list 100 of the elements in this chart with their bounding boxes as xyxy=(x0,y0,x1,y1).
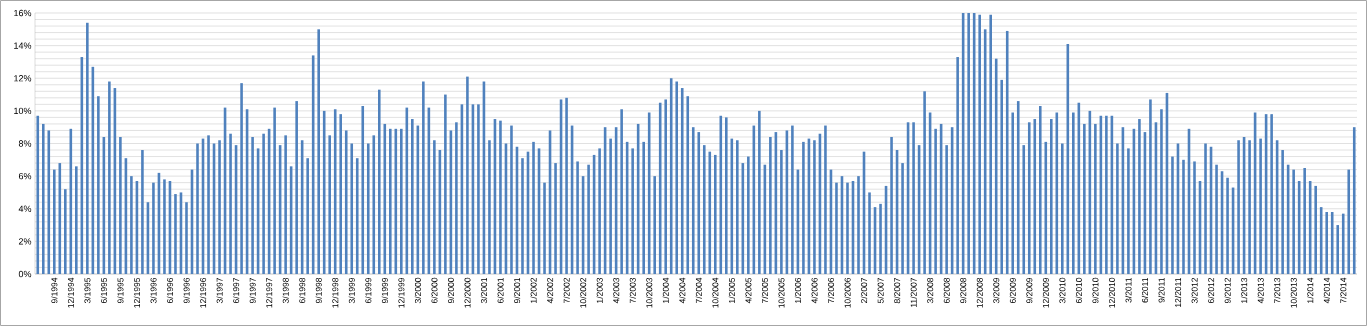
x-tick-label: 7/2005 xyxy=(761,277,768,304)
x-tick-label: 8/2007 xyxy=(893,277,901,304)
bar xyxy=(675,81,679,274)
bar xyxy=(532,141,535,274)
bar xyxy=(196,143,199,274)
bar xyxy=(411,119,414,274)
x-tick-label: 1/2004 xyxy=(662,277,669,303)
bar xyxy=(879,203,882,274)
x-tick-label: 3/2011 xyxy=(1125,277,1132,303)
bar xyxy=(1016,101,1020,274)
bar xyxy=(273,107,276,274)
bar xyxy=(713,154,717,274)
x-tick-label: 10/2013 xyxy=(1290,277,1297,308)
x-tick-label: 9/1995 xyxy=(117,277,124,304)
bar xyxy=(791,125,794,274)
bar xyxy=(1281,150,1284,274)
bar xyxy=(240,83,243,274)
x-tick-label: 6/2000 xyxy=(431,277,438,304)
bar xyxy=(47,130,51,274)
bar xyxy=(758,110,761,274)
bar xyxy=(736,140,739,274)
x-tick-label: 3/1998 xyxy=(282,277,289,304)
bar xyxy=(1182,159,1185,274)
bar xyxy=(1138,119,1141,274)
x-tick-label: 4/2013 xyxy=(1257,277,1264,304)
bar xyxy=(1292,169,1295,274)
y-tick-label: 8% xyxy=(18,140,32,147)
bar xyxy=(355,158,359,274)
x-tick-label: 3/1995 xyxy=(84,277,91,304)
bar xyxy=(466,76,469,274)
bar xyxy=(554,163,557,274)
bar xyxy=(945,145,948,274)
x-tick-label: 6/2008 xyxy=(943,277,950,304)
x-tick-label: 7/2004 xyxy=(695,277,702,304)
x-tick-label: 4/2004 xyxy=(679,277,686,304)
x-tick-label: 9/1998 xyxy=(315,277,322,304)
bar xyxy=(141,150,144,274)
bar xyxy=(868,192,871,274)
bar xyxy=(36,115,40,274)
bar xyxy=(609,138,612,274)
bar xyxy=(956,57,959,274)
x-tick-label: 9/2011 xyxy=(1158,277,1165,303)
bar xyxy=(1341,213,1345,274)
bar xyxy=(52,169,56,274)
bar xyxy=(477,104,480,274)
x-tick-label: 6/2010 xyxy=(1075,277,1082,304)
y-tick-label: 2% xyxy=(18,238,32,245)
x-tick-label: 1/2002 xyxy=(530,277,537,303)
bar xyxy=(1259,138,1262,274)
x-tick-label: 9/1999 xyxy=(381,277,388,304)
x-tick-label: 1/2005 xyxy=(728,277,735,303)
bar xyxy=(1226,177,1229,274)
bar xyxy=(1303,167,1306,274)
bar xyxy=(989,14,992,274)
bar xyxy=(361,105,365,274)
bar xyxy=(75,166,78,274)
x-tick-label: 3/1997 xyxy=(216,277,223,304)
bar xyxy=(994,58,998,274)
bar xyxy=(444,94,447,274)
bar xyxy=(433,140,436,274)
x-tick-label: 3/2009 xyxy=(993,277,1000,304)
bar xyxy=(1171,156,1174,274)
x-tick-label: 3/2010 xyxy=(1059,277,1066,304)
x-tick-label: 12/2000 xyxy=(464,277,471,308)
bar xyxy=(455,122,458,274)
x-tick-label: 6/2009 xyxy=(1009,277,1016,304)
x-tick-label: 12/2009 xyxy=(1042,277,1049,308)
bar xyxy=(708,151,712,274)
bar xyxy=(846,182,849,274)
bar xyxy=(642,141,645,274)
bar xyxy=(587,164,590,274)
bar xyxy=(1000,79,1004,274)
bar xyxy=(1352,127,1356,274)
x-tick-label: 6/2001 xyxy=(497,277,504,304)
y-tick-label: 6% xyxy=(18,172,32,180)
bar xyxy=(890,136,893,274)
bar xyxy=(1204,143,1207,274)
bar xyxy=(174,194,177,274)
bar xyxy=(658,102,662,274)
bar xyxy=(97,96,100,274)
x-tick-label: 10/2002 xyxy=(579,277,587,308)
x-tick-label: 12/2008 xyxy=(976,277,983,308)
bar xyxy=(488,140,491,274)
x-tick-label: 9/2012 xyxy=(1224,277,1231,304)
bar xyxy=(1044,141,1048,274)
bar xyxy=(317,29,320,274)
y-tick-label: 12% xyxy=(14,75,32,82)
bar xyxy=(1149,99,1152,274)
bar xyxy=(152,182,155,274)
bar xyxy=(218,140,221,274)
x-tick-label: 12/1994 xyxy=(67,277,74,308)
x-tick-label: 12/1999 xyxy=(398,277,405,308)
x-tick-label: 3/2000 xyxy=(414,277,421,304)
x-tick-label: 9/2010 xyxy=(1092,277,1099,304)
bar xyxy=(543,182,546,274)
bar xyxy=(1116,143,1119,274)
bar xyxy=(295,101,298,274)
bar xyxy=(669,78,673,274)
bar xyxy=(1049,119,1053,274)
bar xyxy=(1011,112,1015,274)
